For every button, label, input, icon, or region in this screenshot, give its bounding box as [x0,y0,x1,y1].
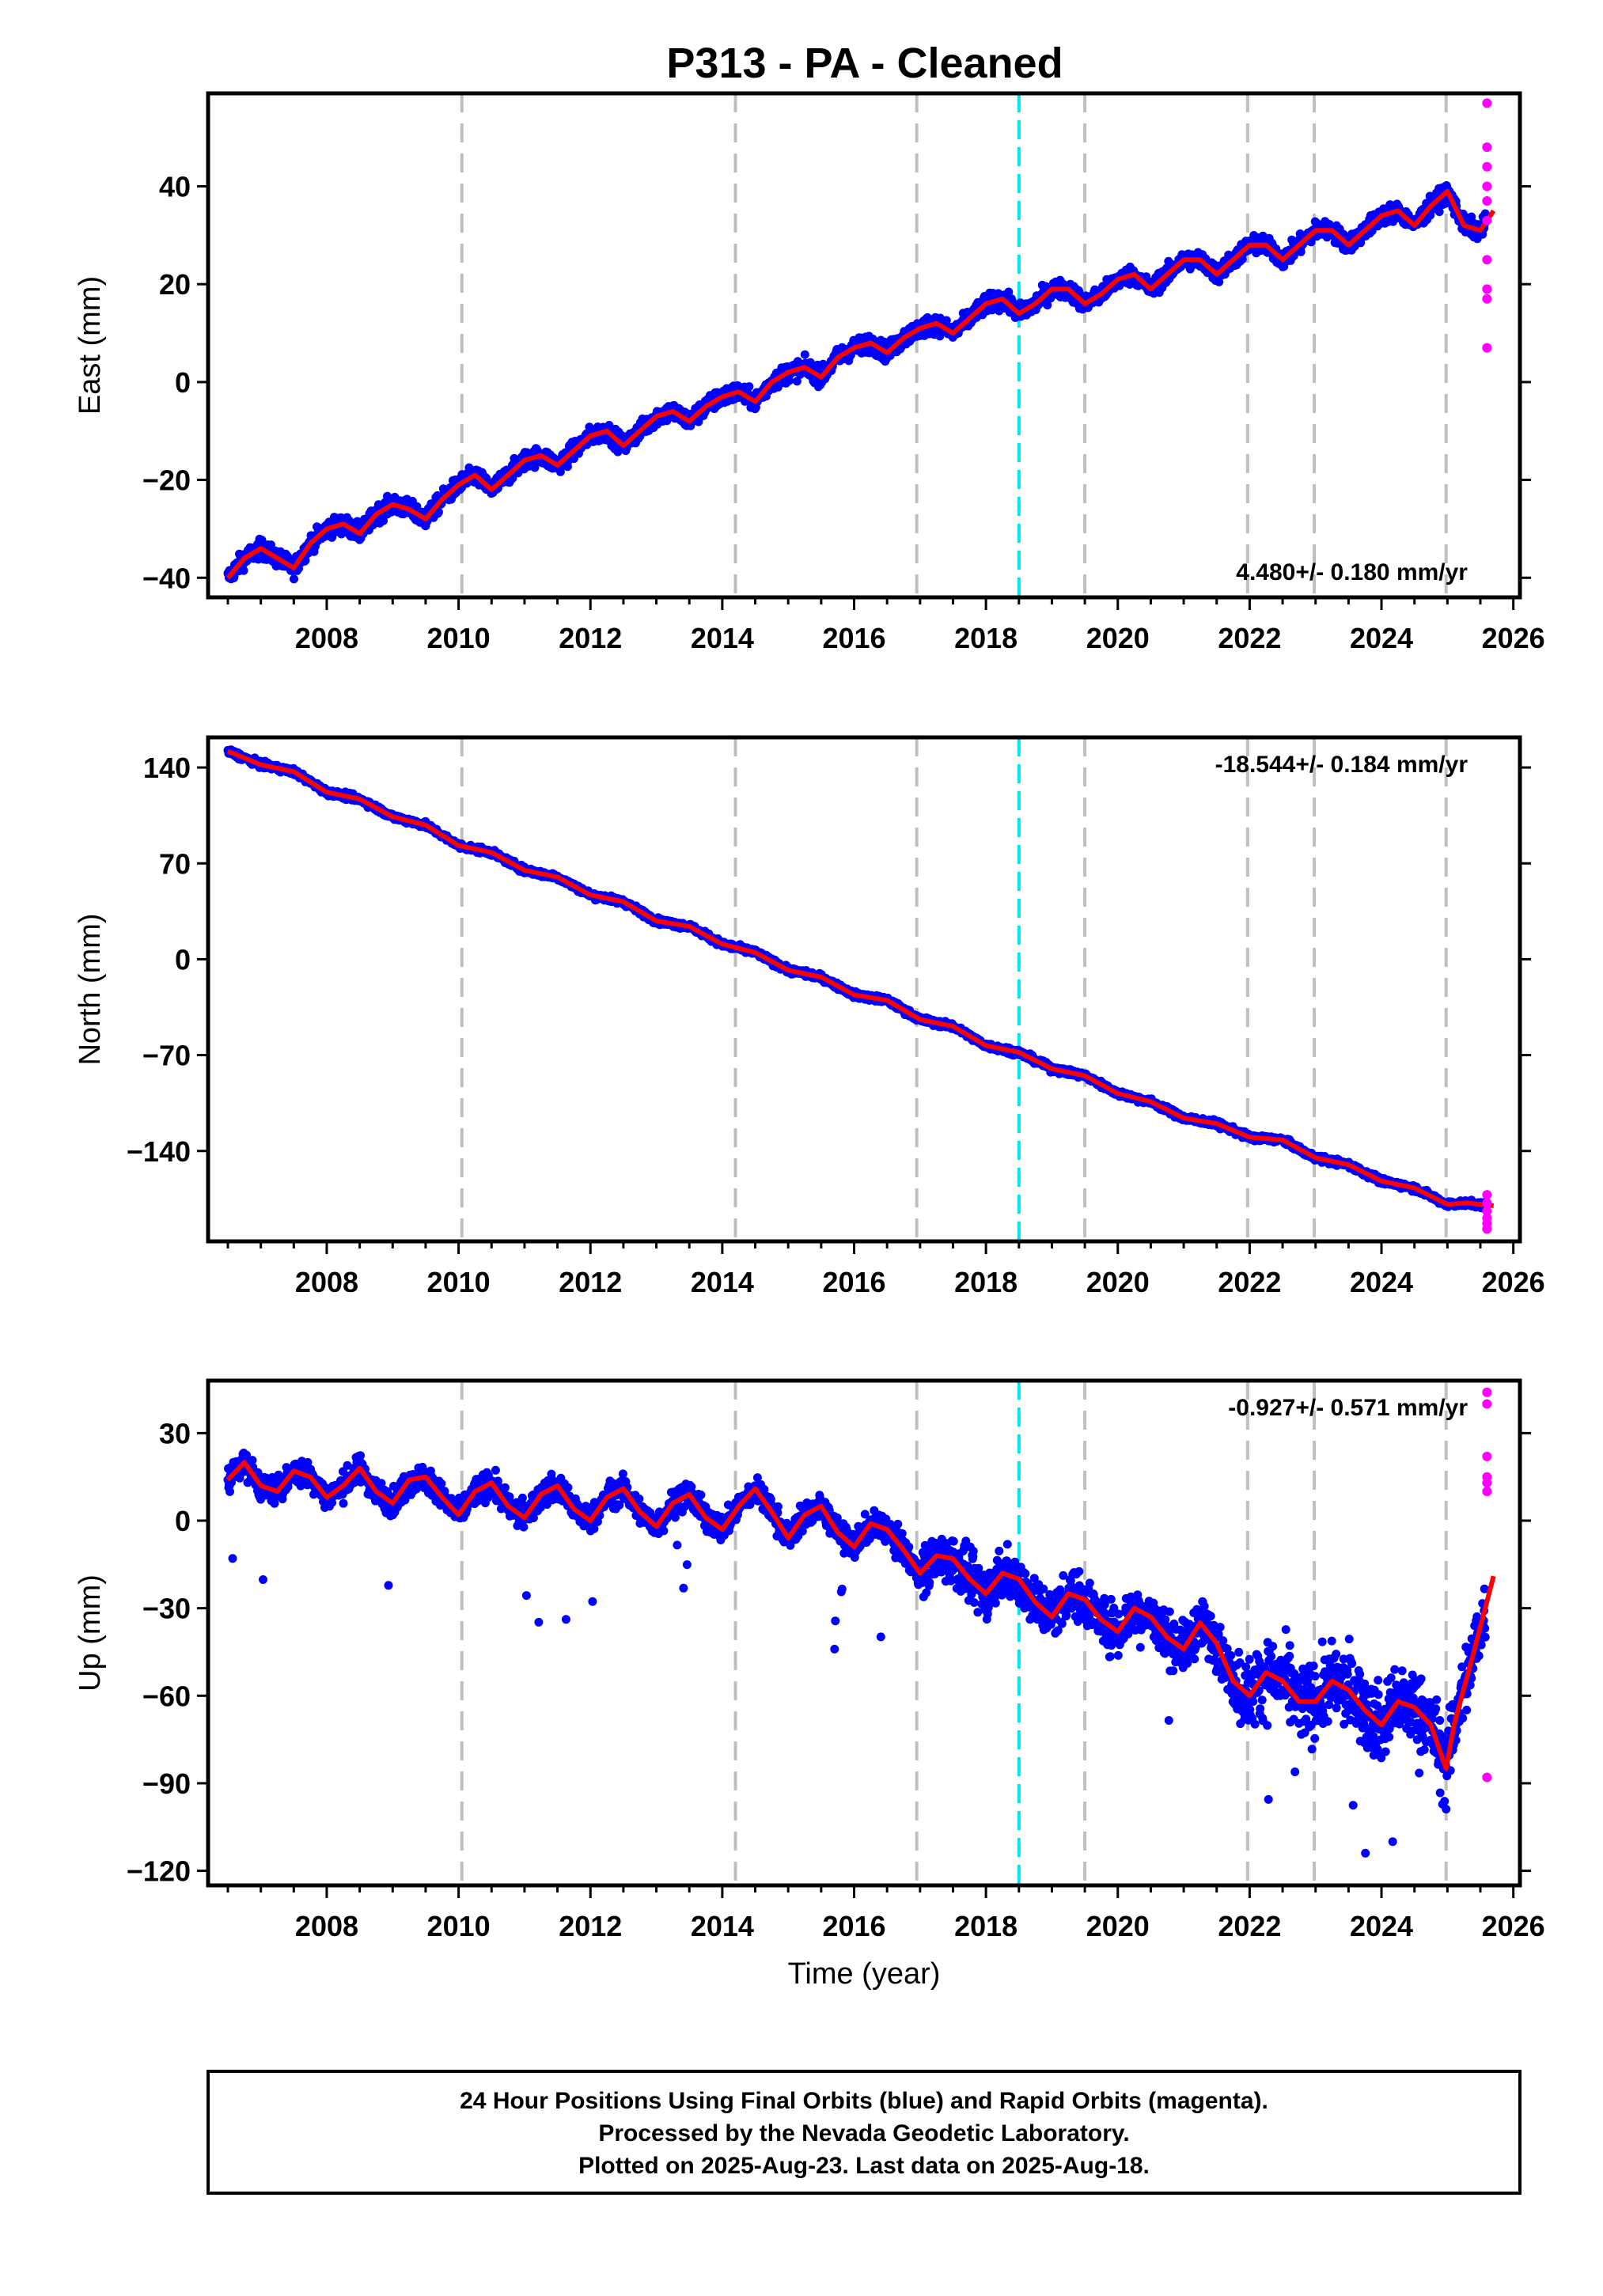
y-tick-label: −40 [142,562,191,594]
figure-title: P313 - PA - Cleaned [666,40,1063,87]
rapid-orbit-point [1482,294,1492,304]
plot-panels: −40 −20 0 20 40 2008 2010 2012 2014 2016 2018 2020 2… [74,91,1545,1991]
data-point [412,502,422,511]
x-tick-label: 2016 [822,622,885,654]
rapid-orbit-point [1482,181,1492,191]
y-axis-label: East (mm) [74,276,107,415]
data-point [434,507,443,517]
x-tick-label: 2018 [954,622,1018,654]
data-point [239,566,248,575]
data-point [379,516,388,525]
data-point [745,382,754,392]
rate-annotation: 4.480+/- 0.180 mm/yr [1236,559,1468,585]
rapid-orbit-point [1482,161,1492,172]
data-point [800,350,809,359]
panel-east: −40 −20 0 20 40 2008 2010 2012 2014 2016 2018 2020 2… [74,91,1545,654]
y-tick-label: −20 [142,464,191,497]
data-point [257,536,267,545]
data-point [301,555,310,565]
x-tick-label: 2022 [1218,622,1281,654]
y-tick-label: 20 [159,268,191,301]
rapid-orbit-point [1482,215,1492,225]
rapid-orbit-point [1482,98,1492,108]
rapid-orbit-point [1482,284,1492,294]
x-tick-label: 2012 [559,622,622,654]
x-tick-label: 2014 [691,622,754,654]
rapid-orbit-point [1482,343,1492,353]
x-tick-label: 2026 [1482,622,1545,654]
data-point [290,574,298,584]
rapid-orbit-point [1482,196,1492,206]
x-tick-label: 2024 [1350,622,1413,654]
x-tick-label: 2020 [1086,622,1150,654]
x-tick-label: 2010 [427,622,491,654]
y-tick-label: 0 [175,366,191,399]
rapid-orbit-point [1482,142,1492,153]
y-tick-label: 40 [159,171,191,203]
final-orbit-points [223,745,1490,1213]
rapid-orbit-point [1482,255,1492,265]
x-tick-label: 2008 [295,622,358,654]
